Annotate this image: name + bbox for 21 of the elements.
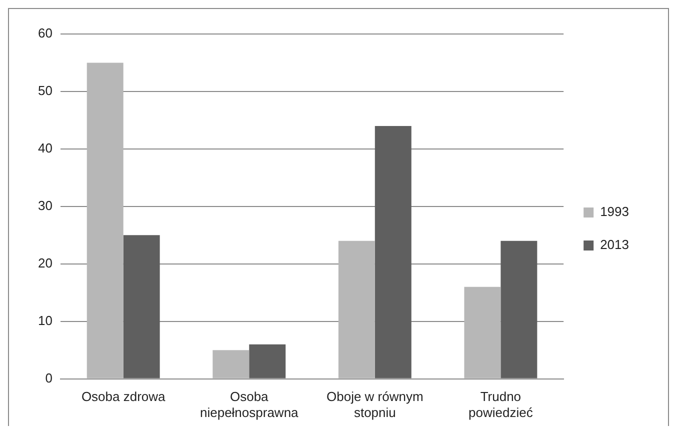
bar (212, 350, 250, 378)
y-tick-label: 30 (38, 198, 52, 213)
y-tick-label: 20 (38, 255, 52, 270)
y-tick-label: 40 (38, 140, 52, 156)
x-tick-label: Osoba zdrowa (81, 389, 166, 404)
y-tick-label: 60 (38, 26, 52, 41)
bar (338, 240, 375, 378)
bar (123, 235, 160, 378)
bar (374, 126, 412, 378)
x-tick-label: Oboje w równym stopniu (326, 389, 424, 420)
y-tick-label: 0 (45, 370, 52, 386)
legend-label: 1993 (600, 204, 629, 220)
bar (249, 344, 286, 378)
x-tick-label: Osoba niepełnosprawna (200, 389, 300, 420)
bar (86, 62, 124, 378)
bar (500, 240, 538, 378)
x-tick-label: Trudno powiedzieć (468, 389, 534, 420)
legend-label: 2013 (600, 237, 629, 252)
y-tick-label: 10 (38, 312, 52, 328)
y-tick-label: 50 (38, 83, 52, 98)
bar (464, 286, 501, 378)
